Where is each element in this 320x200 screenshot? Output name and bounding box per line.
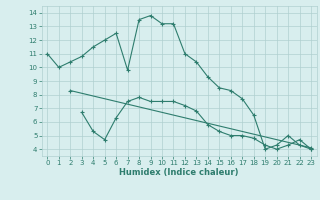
X-axis label: Humidex (Indice chaleur): Humidex (Indice chaleur) [119,168,239,177]
